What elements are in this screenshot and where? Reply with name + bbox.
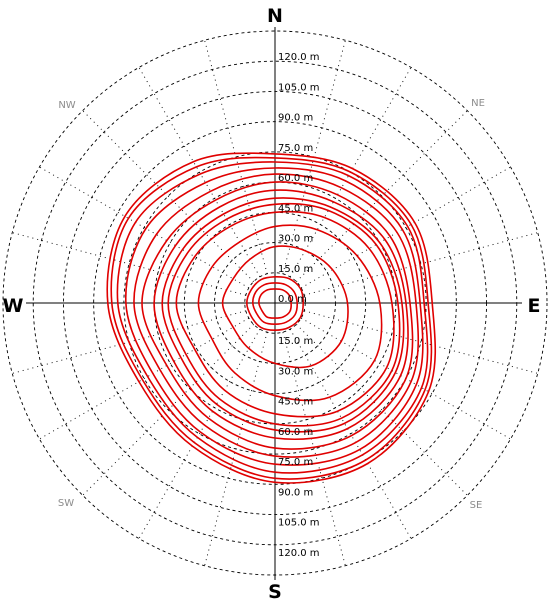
compass-label-sw: SW xyxy=(58,498,74,509)
series-layer xyxy=(106,152,437,484)
grid-spoke xyxy=(304,232,538,296)
radial-tick-label: 90.0 m xyxy=(278,487,313,498)
series-line xyxy=(133,173,420,458)
radial-tick-label: 90.0 m xyxy=(278,113,313,124)
series-line xyxy=(106,152,437,484)
series-line xyxy=(197,224,383,402)
grid-spoke xyxy=(39,166,250,289)
grid-spoke xyxy=(39,317,250,440)
radial-tick-label: 45.0 m xyxy=(278,397,313,408)
grid-spoke xyxy=(82,324,254,496)
grid-spoke xyxy=(296,324,468,496)
radial-tick-label: 75.0 m xyxy=(278,457,313,468)
grid-spoke xyxy=(204,40,268,274)
series-line xyxy=(221,245,349,369)
grid-spoke xyxy=(138,328,261,539)
series-line xyxy=(251,282,299,325)
radial-tick-label: 60.0 m xyxy=(278,427,313,438)
grid-spoke xyxy=(138,67,261,278)
radial-tick-label: 105.0 m xyxy=(278,518,320,529)
compass-label-e: E xyxy=(528,295,541,317)
radial-tick-label: 15.0 m xyxy=(278,264,313,275)
grid-spoke xyxy=(204,332,268,566)
radial-tick-label: 15.0 m xyxy=(278,336,313,347)
label-layer: N E S W NE SE SW NW xyxy=(3,5,541,602)
grid-spoke xyxy=(300,166,511,289)
radial-tick-label: 120.0 m xyxy=(278,52,320,63)
series-line xyxy=(246,275,304,331)
series-line xyxy=(116,161,429,474)
series-line xyxy=(125,167,424,466)
compass-label-nw: NW xyxy=(58,100,75,111)
series-line xyxy=(141,181,414,450)
compass-label-s: S xyxy=(268,581,282,602)
compass-label-se: SE xyxy=(470,500,483,511)
grid-spoke xyxy=(289,328,412,539)
polar-grid xyxy=(2,27,548,580)
radial-tick-label: 75.0 m xyxy=(278,143,313,154)
compass-label-w: W xyxy=(3,295,24,317)
radial-tick-label: 105.0 m xyxy=(278,82,320,93)
series-line xyxy=(258,288,292,319)
series-line xyxy=(167,202,401,427)
series-line xyxy=(175,210,395,418)
grid-spoke xyxy=(304,310,538,374)
radial-tick-label: 30.0 m xyxy=(278,234,313,245)
radial-tick-label: 60.0 m xyxy=(278,173,313,184)
compass-label-n: N xyxy=(267,5,283,27)
grid-spoke xyxy=(12,232,246,296)
radial-tick-label: 30.0 m xyxy=(278,366,313,377)
series-line xyxy=(161,197,405,433)
radial-tick-label: 0.0 m xyxy=(278,294,307,305)
radial-tick-label: 120.0 m xyxy=(278,548,320,559)
grid-spoke xyxy=(282,332,346,566)
grid-spoke xyxy=(296,110,468,282)
radial-tick-label: 45.0 m xyxy=(278,203,313,214)
radial-tick-labels: 0.0 m 15.0 m 15.0 m 30.0 m 30.0 m 45.0 m 45.0 … xyxy=(278,52,320,559)
compass-label-ne: NE xyxy=(471,98,485,109)
series-line xyxy=(110,156,433,480)
series-line xyxy=(153,189,409,440)
